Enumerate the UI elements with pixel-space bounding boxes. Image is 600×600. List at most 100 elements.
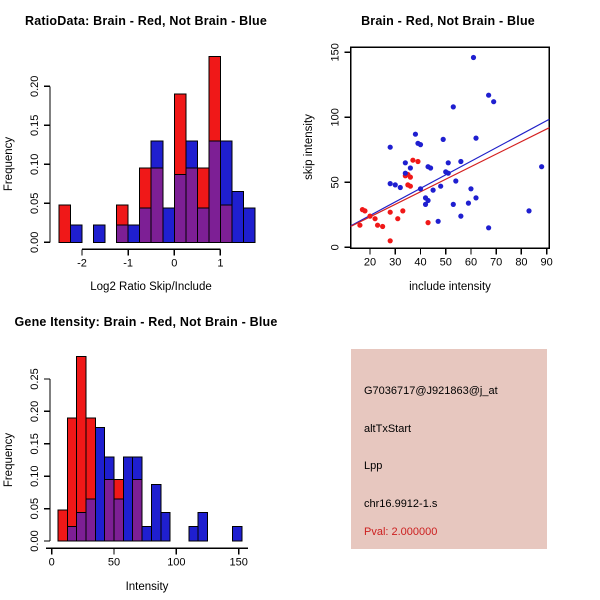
- scatter-point-blue: [491, 99, 497, 105]
- scatter-point-blue: [417, 186, 424, 192]
- histogram-bar-overlap: [185, 167, 198, 243]
- x-axis-tick-label: 0: [171, 257, 177, 269]
- histogram-bar-blue: [122, 456, 134, 542]
- y-axis-tick-label: 100: [330, 108, 342, 126]
- histogram-bar-red: [116, 204, 129, 226]
- histogram-bar-overlap: [219, 204, 233, 243]
- scatter-point-red: [387, 238, 393, 244]
- y-axis-tick-label: 0.15: [29, 115, 41, 136]
- x-axis-tick-label: 30: [389, 256, 401, 268]
- scatter-point-blue: [412, 131, 419, 137]
- histogram-bar-blue: [127, 224, 141, 243]
- scatter-point-blue: [473, 195, 479, 201]
- histogram-bar-blue: [231, 191, 244, 243]
- scatter-point-blue: [417, 142, 424, 148]
- scatter-title: Brain - Red, Not Brain - Blue: [361, 14, 535, 28]
- scatter-point-blue: [435, 218, 441, 224]
- histogram-bar-overlap: [173, 173, 187, 243]
- histogram-bar-red: [85, 417, 96, 500]
- gene-histogram-plot: 0 50 100 150 0.00 0.05 0.10 0.15 0.20 0.25: [29, 355, 248, 568]
- gene-histogram-xlabel: Intensity: [125, 581, 169, 593]
- scatter-point-blue: [438, 183, 444, 189]
- x-axis-tick-label: -1: [123, 257, 133, 269]
- histogram-bar-blue: [188, 526, 199, 542]
- x-axis-tick-label: 0: [49, 556, 55, 568]
- pval-text: Pval: 2.000000: [364, 526, 438, 538]
- scatter-ylabel: skip intensity: [303, 114, 315, 180]
- histogram-bar-red: [76, 355, 87, 513]
- x-axis-tick-label: 150: [230, 556, 248, 568]
- histogram-bar-blue: [162, 207, 175, 243]
- gene-histogram-ylabel: Frequency: [3, 432, 15, 488]
- scatter-point-blue: [392, 182, 398, 188]
- gene-name-text: Lpp: [364, 460, 383, 472]
- histogram-bar-overlap: [132, 478, 143, 542]
- y-axis-tick-label: 0.20: [29, 401, 41, 422]
- histogram-bar-overlap: [113, 498, 124, 542]
- x-axis-tick-label: 40: [414, 256, 426, 268]
- scatter-point-blue: [422, 201, 429, 207]
- y-axis-tick-label: 0.20: [29, 76, 41, 97]
- scatter-point-blue: [526, 208, 532, 214]
- panel-intensity-scatter: Brain - Red, Not Brain - Blue 20 30 40 50 60…: [300, 0, 600, 300]
- histogram-bar-red: [173, 93, 187, 175]
- scatter-point-blue: [486, 225, 492, 231]
- x-axis-tick-label: -2: [77, 257, 87, 269]
- scatter-point-blue: [453, 178, 459, 184]
- probe-id-text: G7036717@J921863@j_at: [364, 385, 498, 397]
- scatter-point-blue: [430, 187, 436, 193]
- scatter-point-blue: [450, 104, 456, 110]
- scatter-point-red: [410, 157, 416, 163]
- x-axis-tick-label: 90: [541, 256, 553, 268]
- scatter-point-red: [357, 222, 363, 228]
- scatter-point-blue: [425, 197, 431, 204]
- scatter-point-blue: [402, 160, 408, 166]
- scatter-point-blue: [458, 158, 464, 165]
- scatter-point-blue: [407, 165, 413, 171]
- y-axis-tick-label: 0.05: [29, 498, 41, 519]
- scatter-point-blue: [465, 200, 472, 206]
- ratio-histogram-xlabel: Log2 Ratio Skip/Include: [90, 281, 212, 293]
- histogram-bar-blue: [150, 140, 164, 169]
- x-axis-tick-label: 100: [167, 556, 185, 568]
- y-axis-tick-label: 0.00: [29, 232, 41, 253]
- plot-box: [350, 46, 551, 249]
- histogram-bar-blue: [242, 207, 256, 243]
- histogram-bar-overlap: [85, 498, 96, 542]
- histogram-bar-red: [58, 204, 72, 243]
- histogram-bar-blue: [93, 224, 106, 243]
- y-axis-tick-label: 150: [330, 43, 342, 61]
- y-axis-tick-label: 0.05: [29, 193, 41, 214]
- x-axis-tick-label: 70: [490, 256, 502, 268]
- panel-ratio-histogram: RatioData: Brain - Red, Not Brain - Blue…: [0, 0, 300, 300]
- histogram-bar-blue: [185, 140, 198, 169]
- y-axis-tick-label: 0.00: [29, 530, 41, 551]
- scatter-point-red: [362, 208, 368, 214]
- histogram-bar-overlap: [66, 526, 78, 542]
- histogram-bar-blue: [197, 511, 209, 542]
- scatter-point-red: [400, 208, 406, 214]
- scatter-point-red: [380, 223, 386, 230]
- scatter-point-blue: [427, 165, 434, 171]
- scatter-point-blue: [470, 54, 477, 61]
- x-axis-tick-label: 50: [108, 556, 120, 568]
- histogram-bar-overlap: [76, 511, 87, 542]
- histogram-bar-blue: [231, 526, 243, 542]
- y-axis-tick-label: 0.10: [29, 465, 41, 486]
- scatter-point-red: [407, 183, 413, 189]
- histogram-bar-overlap: [104, 478, 115, 542]
- scatter-point-red: [407, 174, 413, 180]
- scatter-point-red: [372, 216, 378, 222]
- scatter-point-red: [415, 158, 421, 165]
- x-axis-tick-label: 60: [465, 256, 477, 268]
- ratio-histogram-plot: -2 -1 0 1 0.00 0.05 0.10 0.15 0.20: [29, 56, 256, 269]
- scatter-point-blue: [450, 201, 456, 207]
- x-axis-tick-label: 1: [217, 257, 223, 269]
- histogram-bar-overlap: [208, 140, 221, 243]
- scatter-point-red: [387, 209, 393, 215]
- histogram-bar-red: [139, 167, 152, 209]
- x-axis-tick-label: 20: [364, 256, 376, 268]
- intensity-scatter-plot: 20 30 40 50 60 70 80 90 0 50 100 150: [330, 43, 553, 268]
- histogram-bar-overlap: [150, 167, 164, 243]
- histogram-bar-blue: [160, 511, 171, 542]
